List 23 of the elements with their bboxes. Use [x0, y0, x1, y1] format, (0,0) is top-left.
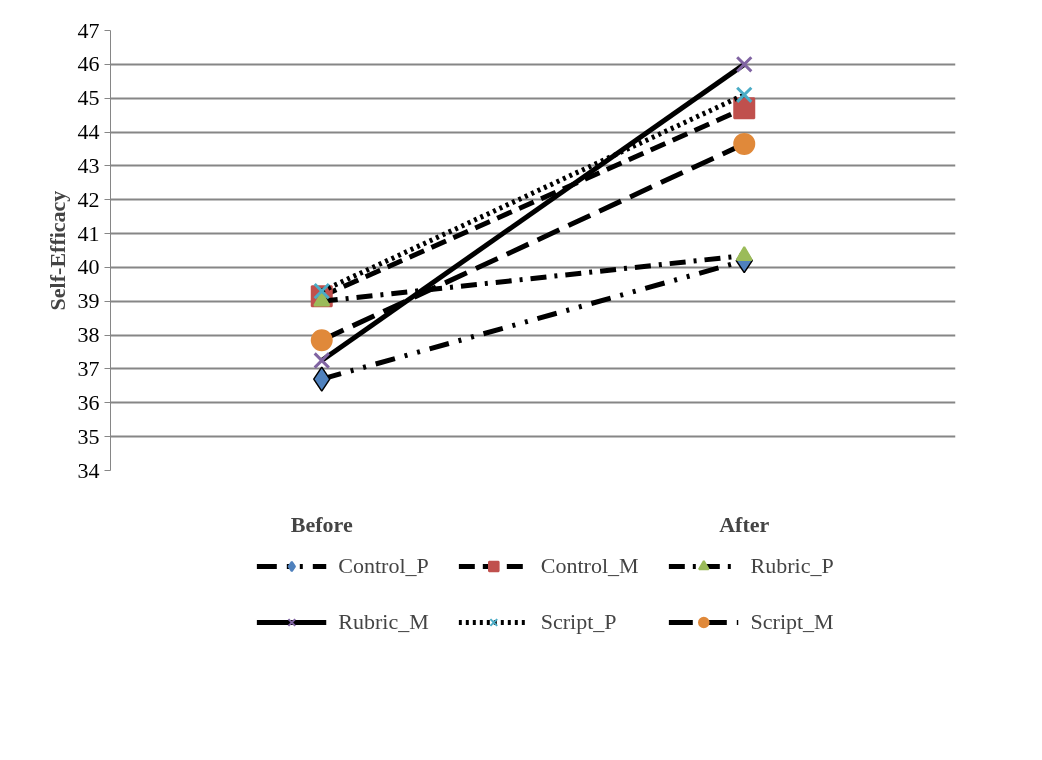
- legend-label: Rubric_P: [750, 553, 834, 579]
- legend-label: Control_M: [540, 553, 639, 579]
- y-tick-label: 36: [77, 389, 100, 415]
- x-tick-label: After: [719, 511, 770, 537]
- legend-label: Script_P: [540, 609, 617, 635]
- y-tick-label: 42: [77, 186, 100, 212]
- y-tick-label: 43: [77, 152, 100, 178]
- legend-label: Rubric_M: [338, 609, 429, 635]
- legend-label: Control_P: [338, 553, 429, 579]
- y-tick-label: 38: [77, 322, 100, 348]
- y-tick-label: 41: [77, 220, 100, 246]
- y-tick-label: 47: [77, 17, 100, 43]
- y-axis-title: Self-Efficacy: [44, 190, 70, 311]
- x-tick-label: Before: [290, 511, 353, 537]
- y-tick-label: 44: [77, 119, 100, 145]
- legend-label: Script_M: [750, 609, 834, 635]
- y-tick-label: 40: [77, 254, 100, 280]
- y-tick-label: 46: [77, 51, 100, 77]
- y-tick-label: 35: [77, 423, 100, 449]
- y-tick-label: 34: [77, 457, 100, 483]
- y-tick-label: 39: [77, 288, 100, 314]
- y-tick-label: 37: [77, 355, 100, 381]
- y-tick-label: 45: [77, 85, 100, 111]
